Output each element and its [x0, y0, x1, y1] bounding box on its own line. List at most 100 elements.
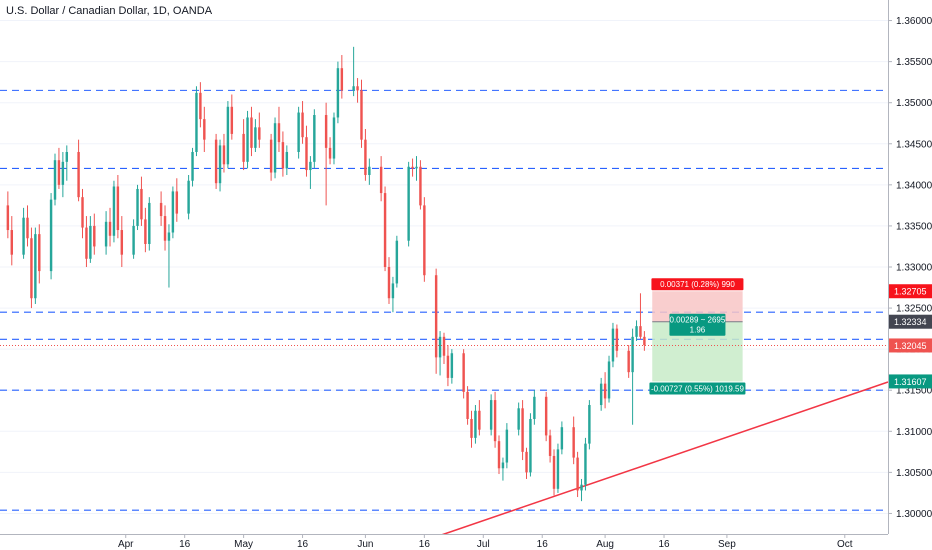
- candle-body: [466, 391, 469, 419]
- candle-down: [446, 345, 450, 387]
- candle-body: [30, 238, 33, 299]
- target-info-text: -0.00727 (0.55%) 1019.59: [651, 384, 745, 393]
- candle-up: [489, 394, 493, 436]
- candle-up: [407, 161, 410, 247]
- candle-body: [254, 127, 257, 148]
- price-badges: 1.32705 1.32334 1.32045 1.31607: [889, 284, 932, 389]
- candle-body: [108, 221, 112, 236]
- candle-down: [116, 174, 120, 239]
- candle-body: [175, 191, 179, 214]
- candle-body: [22, 217, 25, 255]
- candle-down: [140, 176, 143, 226]
- candle-body: [517, 408, 520, 430]
- candle-down: [163, 205, 167, 251]
- candle-down: [30, 227, 33, 309]
- candle-body: [446, 355, 450, 378]
- candle-down: [360, 79, 363, 148]
- time-tick-label: 16: [658, 539, 670, 550]
- current-price-badge-bg: [889, 338, 932, 353]
- price-tick-label: 1.31500: [896, 386, 932, 397]
- candle-down: [521, 400, 524, 461]
- candle-down: [199, 82, 202, 128]
- candle-up: [49, 193, 53, 280]
- trendline-layer[interactable]: [431, 381, 889, 539]
- price-tick-label: 1.31000: [896, 427, 932, 438]
- horizontal-levels[interactable]: [0, 89, 888, 511]
- candle-body: [10, 230, 14, 255]
- candle-body: [258, 127, 261, 140]
- candle-up: [332, 112, 336, 165]
- candle-up: [309, 156, 312, 189]
- candle-body: [525, 451, 528, 473]
- candle-body: [324, 115, 328, 148]
- candle-up: [533, 390, 536, 425]
- candle-up: [104, 211, 108, 255]
- ascending-trendline: [431, 381, 889, 539]
- candle-down: [57, 147, 61, 189]
- time-tick-label: 16: [419, 539, 431, 550]
- stop-price-badge-bg: [889, 284, 932, 299]
- candle-down: [277, 106, 281, 152]
- candle-body: [89, 225, 92, 259]
- candle-body: [501, 462, 505, 469]
- candle-down: [470, 410, 473, 448]
- candle-up: [580, 478, 583, 502]
- entry-price-badge-text: 1.32334: [894, 317, 927, 327]
- candle-body: [474, 410, 477, 438]
- candle-body: [167, 232, 171, 241]
- candle-down: [379, 156, 383, 202]
- candle-body: [81, 197, 84, 228]
- candle-up: [89, 216, 92, 263]
- candle-down: [411, 158, 414, 177]
- candle-up: [273, 117, 277, 179]
- candle-down: [120, 216, 124, 267]
- candle-up: [368, 158, 371, 185]
- candle-body: [407, 166, 410, 241]
- candle-body: [478, 410, 481, 430]
- candle-down: [478, 400, 481, 436]
- candle-up: [313, 109, 316, 169]
- candle-down: [324, 102, 328, 206]
- candle-down: [548, 429, 552, 463]
- ratio-value-text: 1.96: [690, 326, 706, 335]
- candle-body: [305, 137, 308, 171]
- candle-body: [383, 193, 387, 267]
- candle-body: [588, 405, 591, 444]
- candle-down: [466, 386, 469, 425]
- candle-up: [53, 153, 57, 206]
- entry-price-badge-bg: [889, 314, 932, 329]
- candle-body: [627, 350, 630, 373]
- candle-body: [195, 92, 198, 152]
- candle-down: [340, 55, 344, 99]
- candle-body: [364, 139, 367, 175]
- candle-body: [529, 418, 532, 473]
- candle-body: [148, 202, 151, 244]
- price-axis-background[interactable]: [888, 0, 932, 534]
- time-axis-background[interactable]: [0, 534, 932, 550]
- candle-body: [505, 429, 509, 463]
- candle-up: [505, 423, 509, 469]
- candle-body: [144, 219, 147, 244]
- candle-up: [187, 174, 190, 220]
- candle-body: [411, 166, 414, 169]
- candle-down: [419, 160, 422, 210]
- candle-body: [226, 106, 230, 165]
- candle-down: [10, 216, 14, 266]
- candle-down: [175, 178, 179, 222]
- price-tick-label: 1.34500: [896, 139, 932, 150]
- price-tick-label: 1.35500: [896, 57, 932, 68]
- price-tick-label: 1.35000: [896, 98, 932, 109]
- candle-body: [242, 133, 245, 162]
- candle-up: [285, 145, 289, 175]
- candle-down: [6, 191, 10, 239]
- candle-body: [191, 151, 194, 181]
- candle-body: [576, 457, 579, 491]
- candle-body: [352, 86, 355, 91]
- candle-up: [195, 86, 198, 157]
- candle-up: [65, 145, 69, 181]
- stop-info-box: [651, 278, 744, 291]
- candle-body: [269, 139, 273, 173]
- candle-up: [34, 227, 37, 304]
